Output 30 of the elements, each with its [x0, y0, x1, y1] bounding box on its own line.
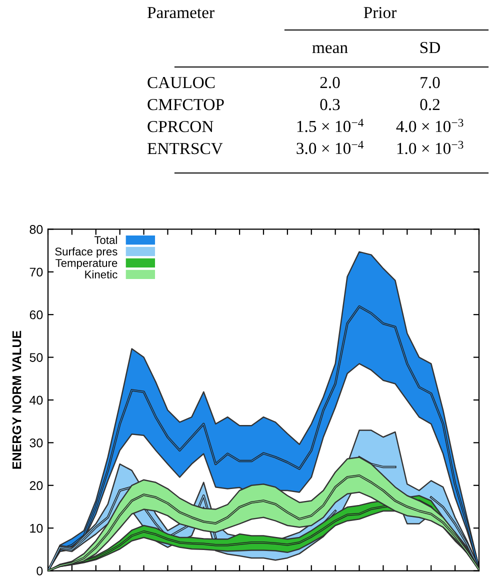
text: 0.2 [420, 98, 440, 110]
legend-label: Surface pres [55, 247, 118, 258]
text: 1.5 × 10$^{−4}$ [297, 118, 364, 132]
y-tick-label: 40 [30, 396, 43, 405]
legend-label: Kinetic [85, 270, 118, 278]
text: 7.0 [420, 76, 440, 88]
text: CMFCTOP [148, 98, 224, 110]
text: 3.0 × 10$^{−4}$ [296, 140, 364, 154]
text: 1.0 × 10$^{−3}$ [397, 140, 464, 154]
y-tick-label: 80 [30, 225, 43, 234]
text: CPRCON [148, 120, 214, 132]
text: 2.0 [320, 76, 340, 88]
y-tick-label: 70 [30, 268, 43, 277]
text: SD [420, 42, 440, 54]
y-tick-label: 60 [30, 310, 43, 320]
y-axis-title: ENERGY NORM VALUE [12, 330, 22, 469]
text: CAULOC [148, 76, 215, 88]
text: Parameter [147, 7, 214, 18]
text: ENTRSCV [147, 142, 223, 154]
text: 4.0 × 10$^{−3}$ [396, 118, 464, 132]
y-tick-label: 20 [30, 481, 43, 490]
y-tick-label: 10 [30, 524, 43, 533]
legend-label: Temperature [56, 259, 118, 270]
legend-label: Total [94, 236, 117, 244]
y-tick-label: 0 [36, 566, 43, 576]
y-tick-label: 50 [30, 353, 43, 362]
text: Prior [364, 6, 397, 18]
text: 0.3 [320, 98, 340, 110]
y-tick-label: 30 [30, 438, 43, 448]
text: mean [312, 45, 348, 54]
